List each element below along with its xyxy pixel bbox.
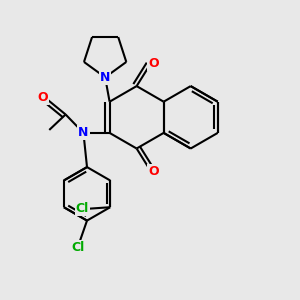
Text: O: O	[38, 91, 48, 104]
Text: Cl: Cl	[71, 242, 85, 254]
Text: Cl: Cl	[76, 202, 89, 215]
Text: N: N	[78, 126, 88, 140]
Text: O: O	[148, 165, 159, 178]
Text: N: N	[100, 71, 110, 84]
Text: O: O	[148, 57, 159, 70]
